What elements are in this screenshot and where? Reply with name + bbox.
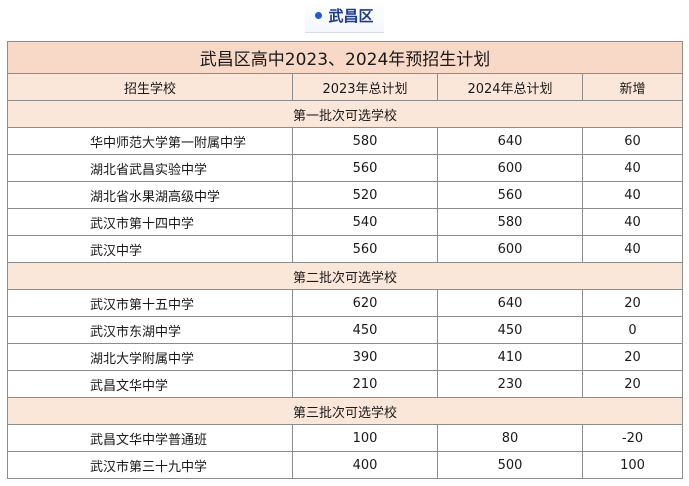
school-name: 武昌文华中学普通班 [7, 424, 293, 452]
school-name: 湖北省水果湖高级中学 [7, 181, 293, 209]
plan-2024: 230 [437, 370, 583, 398]
plan-2023: 400 [292, 451, 438, 479]
plan-2024: 500 [437, 451, 583, 479]
group-label: 第一批次可选学校 [6, 100, 684, 128]
school-name: 湖北省武昌实验中学 [7, 154, 293, 182]
group-row: 第一批次可选学校 [6, 100, 684, 128]
section-tag-label: 武昌区 [328, 7, 374, 25]
enrollment-plan-table: 武昌区高中2023、2024年预招生计划 招生学校 2023年总计划 2024年… [6, 41, 684, 479]
school-name: 武汉中学 [7, 235, 293, 263]
plan-2024: 580 [437, 208, 583, 236]
section-tag-box: 武昌区 [305, 1, 384, 33]
plan-2024: 410 [437, 343, 583, 371]
table-row: 武汉市第十四中学 540 580 40 [7, 208, 684, 236]
school-name: 湖北大学附属中学 [7, 343, 293, 371]
table-row: 武汉市第十五中学 620 640 20 [7, 289, 684, 317]
table-row: 武汉市第三十九中学 400 500 100 [7, 451, 684, 479]
table-title-row: 武昌区高中2023、2024年预招生计划 [6, 41, 684, 74]
plan-2024: 80 [437, 424, 583, 452]
plan-2023: 560 [292, 235, 438, 263]
increase: 20 [581, 343, 684, 371]
increase: 40 [581, 235, 684, 263]
school-name: 武汉市第十四中学 [7, 208, 293, 236]
plan-2024: 600 [437, 235, 583, 263]
table-header-row: 招生学校 2023年总计划 2024年总计划 新增 [7, 73, 684, 101]
plan-2023: 540 [292, 208, 438, 236]
plan-2023: 210 [292, 370, 438, 398]
increase: 40 [581, 154, 684, 182]
section-tag: 武昌区 [0, 0, 689, 34]
increase: 100 [581, 451, 684, 479]
group-row: 第二批次可选学校 [6, 262, 684, 290]
plan-2023: 580 [292, 127, 438, 155]
plan-2024: 560 [437, 181, 583, 209]
school-name: 武汉市第十五中学 [7, 289, 293, 317]
plan-2023: 520 [292, 181, 438, 209]
table-row: 武昌文华中学普通班 100 80 -20 [7, 424, 684, 452]
plan-2023: 450 [292, 316, 438, 344]
table-row: 武汉市东湖中学 450 450 0 [7, 316, 684, 344]
table-row: 湖北省水果湖高级中学 520 560 40 [7, 181, 684, 209]
increase: 20 [581, 370, 684, 398]
group-row: 第三批次可选学校 [6, 397, 684, 425]
plan-2023: 620 [292, 289, 438, 317]
header-increase: 新增 [581, 73, 684, 101]
increase: -20 [581, 424, 684, 452]
plan-2024: 640 [437, 127, 583, 155]
school-name: 武昌文华中学 [7, 370, 293, 398]
increase: 40 [581, 181, 684, 209]
table-row: 湖北省武昌实验中学 560 600 40 [7, 154, 684, 182]
school-name: 武汉市第三十九中学 [7, 451, 293, 479]
plan-2024: 640 [437, 289, 583, 317]
school-name: 华中师范大学第一附属中学 [7, 127, 293, 155]
header-plan-2023: 2023年总计划 [292, 73, 438, 101]
plan-2023: 390 [292, 343, 438, 371]
increase: 20 [581, 289, 684, 317]
table-row: 武汉中学 560 600 40 [7, 235, 684, 263]
group-label: 第二批次可选学校 [6, 262, 684, 290]
plan-2023: 560 [292, 154, 438, 182]
table-row: 武昌文华中学 210 230 20 [7, 370, 684, 398]
header-plan-2024: 2024年总计划 [437, 73, 583, 101]
increase: 60 [581, 127, 684, 155]
table-row: 湖北大学附属中学 390 410 20 [7, 343, 684, 371]
table-title: 武昌区高中2023、2024年预招生计划 [6, 41, 684, 74]
table-row: 华中师范大学第一附属中学 580 640 60 [7, 127, 684, 155]
bullet-dot-icon [315, 12, 323, 19]
plan-2024: 600 [437, 154, 583, 182]
group-label: 第三批次可选学校 [6, 397, 684, 425]
school-name: 武汉市东湖中学 [7, 316, 293, 344]
increase: 0 [581, 316, 684, 344]
increase: 40 [581, 208, 684, 236]
plan-2024: 450 [437, 316, 583, 344]
header-school: 招生学校 [7, 73, 293, 101]
plan-2023: 100 [292, 424, 438, 452]
